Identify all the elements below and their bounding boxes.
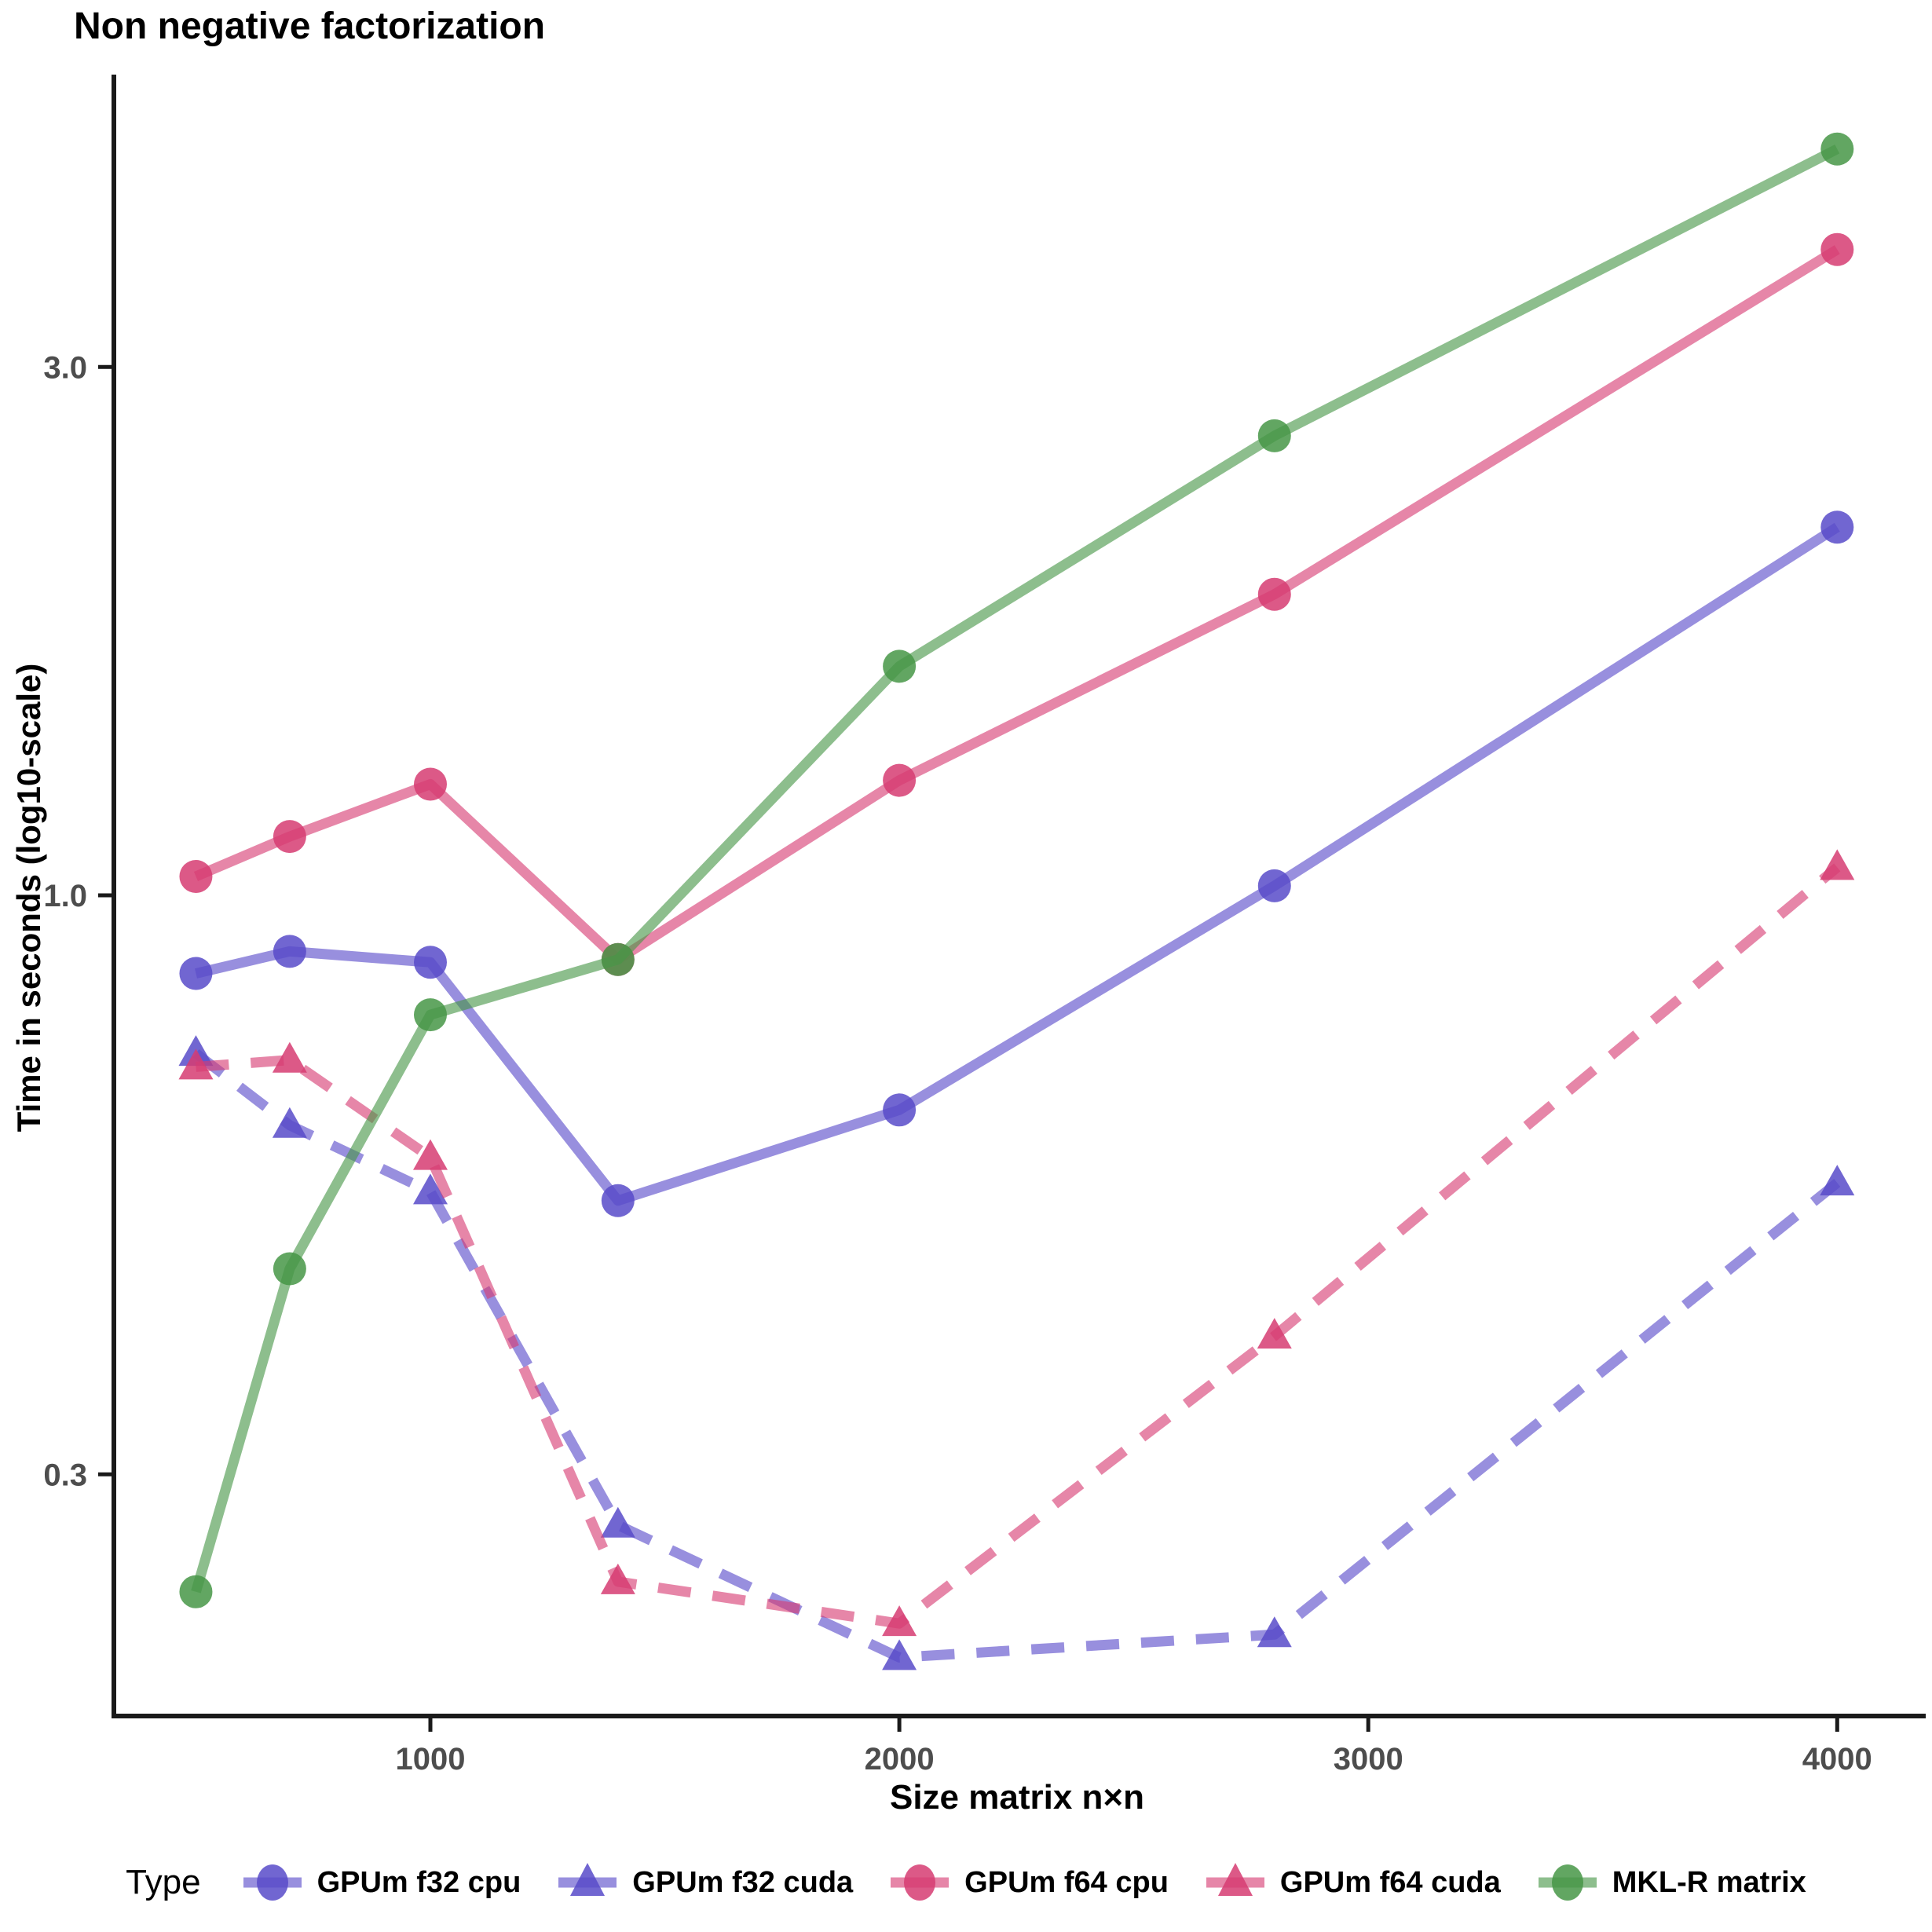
x-tick-label: 1000 — [396, 1742, 466, 1776]
legend: Type GPUm f32 cpu GPUm f32 cuda GPUm f64 c… — [0, 1847, 1932, 1918]
legend-item-gpum-f32-cuda: GPUm f32 cuda — [555, 1857, 853, 1908]
x-tick-label: 3000 — [1334, 1742, 1403, 1776]
marker-circle-gpum-f32-cpu — [883, 1093, 917, 1127]
marker-circle-mkl-r-matrix — [883, 649, 917, 683]
x-axis-title: Size matrix n×n — [889, 1778, 1144, 1817]
legend-label-mkl-r-matrix: MKL-R matrix — [1612, 1865, 1806, 1899]
legend-key-gpum-f64-cpu — [891, 1864, 950, 1901]
marker-circle-gpum-f32-cpu — [179, 957, 213, 990]
legend-item-mkl-r-matrix: MKL-R matrix — [1535, 1857, 1806, 1908]
marker-circle-mkl-r-matrix — [1257, 419, 1291, 452]
marker-triangle-gpum-f32-cuda — [272, 1107, 307, 1138]
x-tick-label: 4000 — [1802, 1742, 1872, 1776]
legend-key-gpum-f64-cuda — [1206, 1863, 1264, 1896]
legend-key-gpum-f32-cuda — [558, 1863, 617, 1896]
marker-circle-gpum-f32-cpu — [601, 1184, 635, 1217]
legend-label-gpum-f64-cpu: GPUm f64 cpu — [964, 1865, 1169, 1899]
series-line-mkl-r-matrix — [191, 144, 1840, 1594]
marker-triangle-gpum-f32-cuda — [600, 1506, 635, 1538]
marker-circle-mkl-r-matrix — [601, 942, 635, 976]
legend-item-gpum-f32-cpu: GPUm f32 cpu — [240, 1857, 521, 1908]
y-tick-label: 3.0 — [43, 350, 87, 385]
marker-triangle-gpum-f32-cuda — [1820, 1165, 1855, 1196]
y-tick-label: 1.0 — [43, 879, 87, 913]
marker-circle-gpum-f64-cpu — [883, 763, 917, 797]
marker-circle-mkl-r-matrix — [414, 998, 447, 1032]
x-tick-label: 2000 — [865, 1742, 935, 1776]
legend-label-gpum-f64-cuda: GPUm f64 cuda — [1279, 1865, 1501, 1899]
marker-circle-gpum-f64-cpu — [414, 767, 447, 801]
marker-triangle-gpum-f64-cuda — [178, 1048, 214, 1080]
marker-triangle-gpum-f32-cuda — [882, 1639, 917, 1670]
y-tick-label: 0.3 — [43, 1458, 87, 1492]
marker-triangle-gpum-f64-cuda — [1257, 1318, 1292, 1349]
series-line-gpum-f64-cpu — [193, 245, 1840, 965]
marker-circle-gpum-f64-cpu — [273, 820, 306, 854]
marker-circle-gpum-f64-cpu — [179, 859, 213, 893]
legend-label-gpum-f32-cuda: GPUm f32 cuda — [632, 1865, 854, 1899]
legend-label-gpum-f32-cpu: GPUm f32 cpu — [317, 1865, 521, 1899]
marker-triangle-gpum-f64-cuda — [1820, 849, 1855, 880]
series-line-gpum-f32-cpu — [194, 522, 1840, 1206]
marker-circle-gpum-f32-cpu — [273, 935, 306, 968]
marker-circle-mkl-r-matrix — [179, 1575, 213, 1608]
marker-triangle-gpum-f64-cuda — [413, 1139, 448, 1170]
marker-circle-mkl-r-matrix — [1820, 132, 1854, 166]
marker-triangle-gpum-f64-cuda — [272, 1041, 307, 1073]
marker-circle-gpum-f32-cpu — [1820, 510, 1854, 544]
marker-triangle-gpum-f64-cuda — [882, 1605, 917, 1637]
marker-circle-mkl-r-matrix — [273, 1252, 306, 1286]
legend-item-gpum-f64-cpu: GPUm f64 cpu — [887, 1857, 1169, 1908]
marker-circle-gpum-f32-cpu — [1257, 869, 1291, 902]
legend-key-gpum-f32-cpu — [243, 1864, 302, 1901]
legend-title: Type — [126, 1863, 201, 1901]
marker-triangle-gpum-f64-cuda — [600, 1563, 635, 1594]
legend-key-mkl-r-matrix — [1538, 1864, 1597, 1901]
marker-triangle-gpum-f32-cuda — [413, 1173, 448, 1205]
marker-circle-gpum-f64-cpu — [1257, 577, 1291, 611]
chart-title: Non negative factorization — [74, 5, 546, 47]
marker-circle-gpum-f64-cpu — [1820, 232, 1854, 266]
series-line-gpum-f32-cuda — [192, 1049, 1841, 1663]
marker-triangle-gpum-f32-cuda — [1257, 1616, 1292, 1648]
marker-circle-gpum-f32-cpu — [414, 946, 447, 979]
legend-item-gpum-f64-cuda: GPUm f64 cuda — [1203, 1857, 1501, 1908]
